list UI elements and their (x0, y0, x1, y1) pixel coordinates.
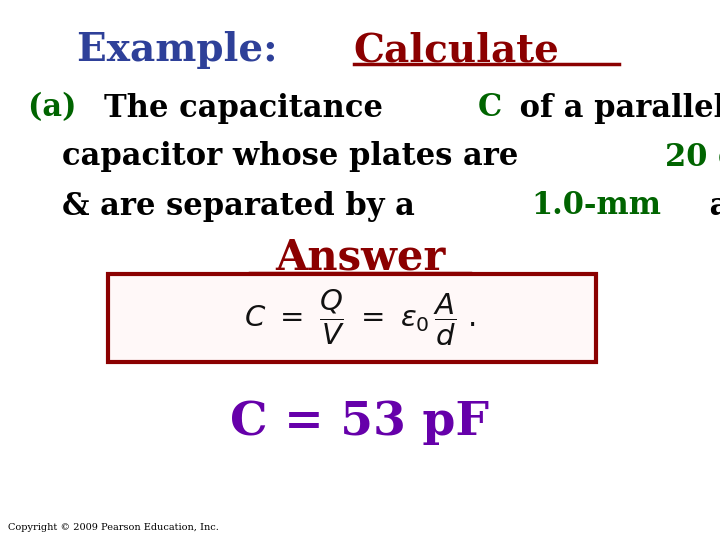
Text: air gap.: air gap. (699, 191, 720, 221)
Text: $C \ = \ \dfrac{Q}{V} \ = \ \epsilon_0\,\dfrac{A}{d}\ .$: $C \ = \ \dfrac{Q}{V} \ = \ \epsilon_0\,… (244, 288, 476, 348)
Text: & are separated by a: & are separated by a (62, 191, 426, 221)
Text: of a parallel-plate: of a parallel-plate (509, 92, 720, 124)
Text: C: C (478, 92, 503, 124)
Text: 1.0-mm: 1.0-mm (531, 191, 661, 221)
Text: Calculate: Calculate (354, 31, 559, 69)
Text: (a): (a) (28, 92, 87, 124)
Text: capacitor whose plates are: capacitor whose plates are (62, 141, 529, 172)
Text: Example:: Example: (78, 31, 292, 69)
Bar (108, 274, 596, 362)
Text: The capacitance: The capacitance (104, 92, 394, 124)
Text: Copyright © 2009 Pearson Education, Inc.: Copyright © 2009 Pearson Education, Inc. (8, 523, 219, 532)
Text: 20 cm × 3.0 cm: 20 cm × 3.0 cm (665, 141, 720, 172)
Text: C = 53 pF: C = 53 pF (230, 399, 490, 445)
Text: Answer: Answer (275, 237, 445, 279)
